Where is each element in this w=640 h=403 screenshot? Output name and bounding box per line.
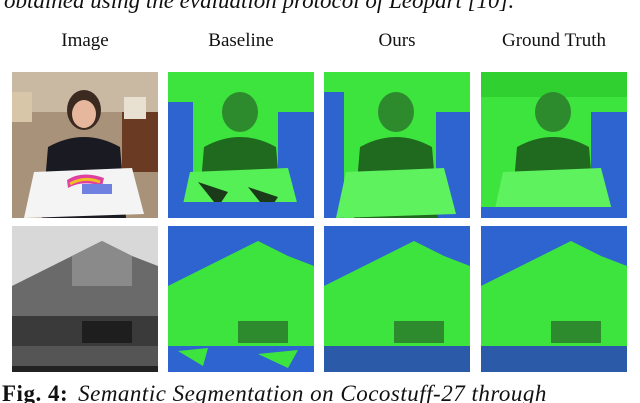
figure-caption: Fig. 4: Semantic Segmentation on Cocostuf…	[2, 381, 547, 403]
segmentation-baseline-1	[168, 72, 314, 218]
column-header: Ours	[378, 30, 416, 51]
segmentation-gt-1	[481, 72, 627, 218]
segmentation-ours-2	[324, 226, 470, 372]
column-header: Image	[61, 30, 109, 51]
caption-label: Fig. 4:	[2, 381, 69, 403]
photo-building	[12, 226, 158, 372]
caption-text: Semantic Segmentation on Cocostuff-27 th…	[78, 381, 547, 403]
photo-woman-cake	[12, 72, 158, 218]
cut-text-line: obtained using the evaluation protocol o…	[4, 0, 515, 13]
segmentation-ours-1	[324, 72, 470, 218]
column-header: Baseline	[208, 30, 274, 51]
image-grid	[12, 72, 627, 372]
column-header: Ground Truth	[502, 30, 606, 51]
segmentation-baseline-2	[168, 226, 314, 372]
segmentation-gt-2	[481, 226, 627, 372]
